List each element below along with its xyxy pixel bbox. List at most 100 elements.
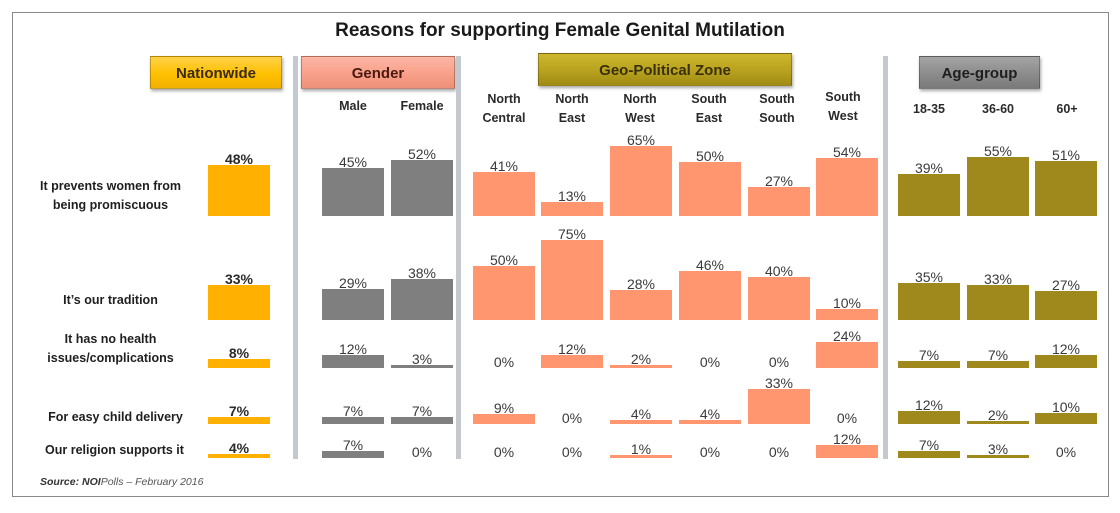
bar [967,361,1029,368]
bar [748,277,810,320]
value-label: 41% [489,158,519,174]
source-date: – February 2016 [126,476,204,488]
value-label: 0% [699,444,721,460]
bar [748,187,810,216]
value-label: 4% [699,406,721,422]
value-label: 50% [489,252,519,268]
bar [473,266,535,320]
value-label: 12% [557,341,587,357]
bar [1035,355,1097,368]
value-label: 2% [630,351,652,367]
column-header-north-east: North East [555,92,589,125]
value-label: 12% [914,397,944,413]
value-label: 0% [768,354,790,370]
value-label: 13% [557,188,587,204]
value-label: 7% [228,403,250,419]
value-label: 0% [411,444,433,460]
value-label: 2% [987,407,1009,423]
source-label: Source: [40,476,80,488]
bar [391,160,453,216]
value-label: 29% [338,275,368,291]
value-label: 0% [561,410,583,426]
value-label: 45% [338,154,368,170]
bar [898,283,960,320]
value-label: 0% [1055,444,1077,460]
row-label-religion-supports: Our religion supports it [45,443,184,457]
bar [208,454,270,458]
bar [967,285,1029,320]
bar [541,240,603,320]
value-label: 0% [768,444,790,460]
value-label: 35% [914,269,944,285]
value-label: 12% [1051,341,1081,357]
bar [679,271,741,320]
bar [322,289,384,320]
bar [541,202,603,216]
value-label: 46% [695,257,725,273]
value-label: 0% [836,410,858,426]
value-label: 7% [342,403,364,419]
bar [679,420,741,424]
value-label: 12% [338,341,368,357]
group-header-gender: Gender [301,56,455,89]
value-label: 3% [987,441,1009,457]
value-label: 7% [918,347,940,363]
bar [816,342,878,368]
value-label: 33% [764,375,794,391]
bar [816,309,878,320]
source-note: Source: NOIPolls – February 2016 [40,476,203,488]
column-header-36-60: 36-60 [982,102,1014,116]
value-label: 48% [224,151,254,167]
value-label: 54% [832,144,862,160]
value-label: 0% [699,354,721,370]
bar [967,157,1029,216]
bar [610,455,672,458]
value-label: 9% [493,400,515,416]
value-label: 24% [832,328,862,344]
source-org-rest: Polls [100,476,124,488]
value-label: 52% [407,146,437,162]
divider-nationwide-gender [293,56,298,459]
bar [473,172,535,216]
bar [322,355,384,368]
bar [898,411,960,424]
bar [391,279,453,320]
bar [679,162,741,216]
bar [208,359,270,368]
bar [967,421,1029,424]
value-label: 7% [342,437,364,453]
value-label: 8% [228,345,250,361]
value-label: 12% [832,431,862,447]
bar [391,417,453,424]
bar [816,445,878,458]
group-header-age-group: Age-group [919,56,1040,89]
column-header-south-west: South West [825,90,861,123]
value-label: 39% [914,160,944,176]
bar [1035,161,1097,216]
bar [898,451,960,458]
value-label: 50% [695,148,725,164]
divider-geo-age [883,56,888,459]
bar [816,158,878,216]
value-label: 75% [557,226,587,242]
value-label: 10% [1051,399,1081,415]
bar [208,417,270,424]
bar [322,417,384,424]
value-label: 0% [493,354,515,370]
bar [322,451,384,458]
value-label: 33% [224,271,254,287]
bar [322,168,384,216]
value-label: 10% [832,295,862,311]
bar [208,285,270,320]
row-label-prevents-promiscuity: It prevents women from being promiscuous [40,179,181,212]
value-label: 4% [228,440,250,456]
column-header-north-west: North West [623,92,657,125]
bar [391,365,453,368]
group-header-nationwide: Nationwide [150,56,282,89]
value-label: 7% [411,403,433,419]
chart-title: Reasons for supporting Female Genital Mu… [335,20,785,41]
bar [610,365,672,368]
value-label: 28% [626,276,656,292]
value-label: 3% [411,351,433,367]
value-label: 38% [407,265,437,281]
